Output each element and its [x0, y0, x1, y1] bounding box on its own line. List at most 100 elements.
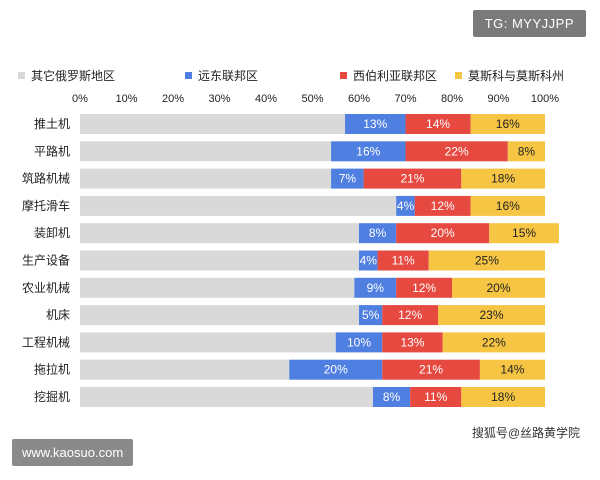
bar-segment — [489, 223, 559, 244]
data-label: 8% — [518, 144, 536, 158]
data-label: 25% — [475, 254, 499, 268]
bar-segment — [428, 250, 545, 271]
data-label: 13% — [363, 117, 387, 131]
data-label: 15% — [512, 226, 536, 240]
bar-segment — [507, 141, 545, 162]
bar-segment — [331, 141, 406, 162]
x-tick-label: 90% — [487, 93, 509, 105]
category-label: 平路机 — [34, 143, 70, 158]
data-label: 4% — [360, 254, 378, 268]
x-tick-label: 100% — [531, 93, 559, 105]
data-label: 12% — [431, 199, 455, 213]
data-label: 9% — [367, 281, 385, 295]
x-tick-label: 80% — [441, 93, 463, 105]
category-label: 生产设备 — [22, 254, 70, 268]
legend-swatch — [18, 72, 25, 79]
category-label: 拖拉机 — [34, 362, 70, 377]
data-label: 22% — [482, 335, 506, 349]
bar-segment — [359, 223, 397, 244]
legend-label: 其它俄罗斯地区 — [31, 68, 115, 83]
x-tick-label: 60% — [348, 93, 370, 105]
bar-segment — [410, 387, 462, 407]
bar-segment — [470, 114, 545, 134]
data-label: 8% — [383, 390, 401, 404]
tg-watermark: TG: MYYJJPP — [472, 10, 586, 37]
legend-label: 西伯利亚联邦区 — [353, 68, 437, 83]
data-label: 18% — [491, 172, 515, 186]
bar-segment — [442, 332, 545, 353]
x-tick-label: 0% — [72, 93, 88, 105]
bar-segment — [80, 332, 336, 353]
bar-segment — [382, 305, 439, 326]
category-label: 农业机械 — [22, 280, 70, 295]
legend-swatch — [340, 72, 347, 79]
bar-segment — [289, 359, 383, 380]
bar-segment — [80, 195, 397, 216]
category-label: 机床 — [46, 308, 70, 322]
bar-segment — [461, 387, 545, 407]
data-label: 13% — [400, 335, 424, 349]
bar-segment — [335, 332, 383, 353]
bar-segment — [479, 359, 545, 380]
data-label: 11% — [392, 254, 415, 268]
bar-segment — [405, 114, 471, 134]
legend-swatch — [185, 72, 192, 79]
bar-segment — [80, 168, 332, 189]
data-label: 22% — [445, 144, 469, 158]
data-label: 21% — [400, 172, 424, 186]
data-label: 7% — [339, 172, 357, 186]
bar-segment — [382, 332, 443, 353]
legend-swatch — [455, 72, 462, 79]
bar-segment — [354, 277, 397, 298]
data-label: 16% — [496, 117, 520, 131]
bar-segment — [396, 195, 415, 216]
category-label: 挖掘机 — [34, 389, 70, 404]
data-label: 20% — [486, 281, 510, 295]
bar-segment — [377, 250, 429, 271]
bar-segment — [405, 141, 508, 162]
bar-segment — [396, 223, 490, 244]
data-label: 12% — [398, 308, 422, 322]
category-label: 摩托滑车 — [22, 198, 70, 213]
x-tick-label: 70% — [394, 93, 416, 105]
data-label: 10% — [347, 335, 371, 349]
bar-segment — [363, 168, 462, 189]
data-label: 20% — [431, 226, 455, 240]
data-label: 23% — [480, 308, 504, 322]
data-label: 14% — [500, 363, 524, 377]
bar-segment — [80, 387, 373, 407]
data-label: 12% — [412, 281, 436, 295]
data-label: 21% — [419, 363, 443, 377]
data-label: 4% — [397, 199, 415, 213]
x-tick-label: 30% — [208, 93, 230, 105]
bar-segment — [80, 114, 346, 134]
bar-segment — [80, 141, 332, 162]
x-tick-label: 10% — [115, 93, 137, 105]
legend-label: 莫斯科与莫斯科州 — [468, 69, 564, 83]
data-label: 20% — [324, 363, 348, 377]
category-label: 筑路机械 — [22, 171, 70, 186]
data-label: 8% — [369, 226, 387, 240]
x-tick-label: 40% — [255, 93, 277, 105]
data-label: 16% — [496, 199, 520, 213]
legend-label: 远东联邦区 — [198, 69, 258, 83]
data-label: 5% — [362, 308, 380, 322]
bar-segment — [80, 223, 359, 244]
bar-segment — [438, 305, 545, 326]
category-label: 装卸机 — [34, 225, 70, 240]
bar-segment — [382, 359, 480, 380]
data-label: 11% — [424, 390, 447, 404]
x-tick-label: 20% — [162, 93, 184, 105]
x-tick-label: 50% — [301, 93, 323, 105]
bar-segment — [331, 168, 364, 189]
category-label: 推土机 — [34, 117, 70, 131]
bar-segment — [80, 277, 355, 298]
data-label: 18% — [491, 390, 515, 404]
bar-segment — [80, 359, 290, 380]
site-watermark: www.kaosuo.com — [12, 439, 134, 466]
sohu-watermark: 搜狐号@丝路黄学院 — [471, 426, 580, 440]
bar-segment — [372, 387, 411, 407]
data-label: 14% — [426, 117, 450, 131]
